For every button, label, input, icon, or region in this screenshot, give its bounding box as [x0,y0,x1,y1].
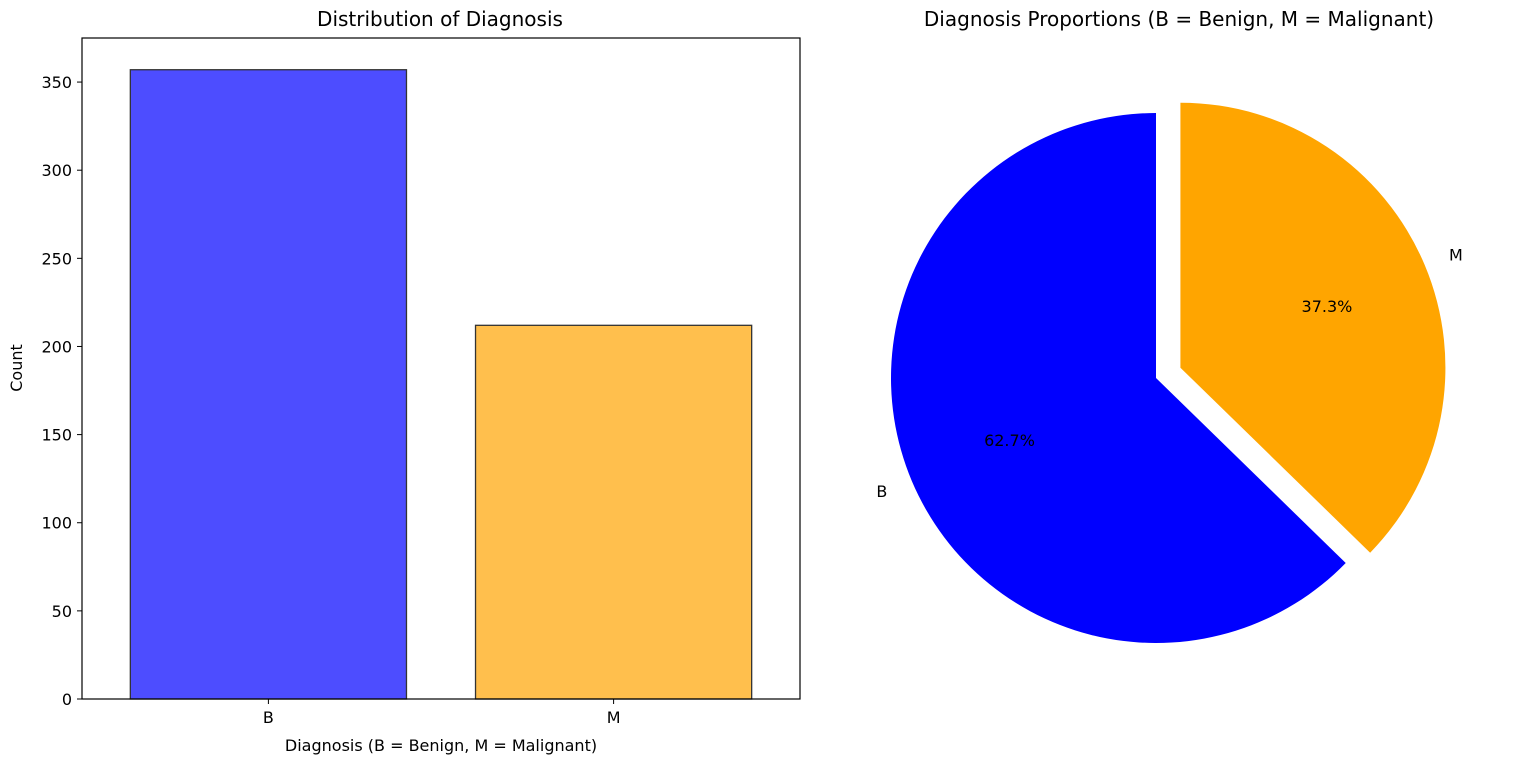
pie-label-b: B [876,482,887,501]
y-tick-label: 0 [62,690,72,709]
y-tick-label: 250 [41,249,72,268]
pie-label-m: M [1449,245,1463,264]
x-tick-label: M [607,708,621,727]
y-tick-label: 100 [41,514,72,533]
y-tick-label: 150 [41,426,72,445]
pie-chart: Diagnosis Proportions (B = Benign, M = M… [876,7,1463,643]
bar-m [474,324,753,700]
pie-slice-b [891,113,1346,643]
x-tick-label: B [263,708,274,727]
y-tick-label: 200 [41,337,72,356]
pie-pct-m: 37.3% [1302,297,1353,316]
x-axis-label: Diagnosis (B = Benign, M = Malignant) [285,736,597,755]
y-tick-label: 350 [41,73,72,92]
pie-pct-b: 62.7% [984,431,1035,450]
bar-chart: Distribution of Diagnosis B M 0 50 100 150 200… [7,7,801,755]
y-tick-label: 50 [52,602,72,621]
bar-plot-area: B M 0 50 100 150 200 250 300 350 [41,69,753,727]
pie-slice-m [1180,102,1446,553]
pie-plot-area: B 62.7% M 37.3% [876,102,1463,643]
pie-chart-title: Diagnosis Proportions (B = Benign, M = M… [924,7,1434,31]
y-axis-label: Count [7,344,26,392]
bar-plot-frame [81,37,801,700]
bar-b [129,69,408,700]
bar-chart-title: Distribution of Diagnosis [317,7,563,31]
y-tick-label: 300 [41,161,72,180]
